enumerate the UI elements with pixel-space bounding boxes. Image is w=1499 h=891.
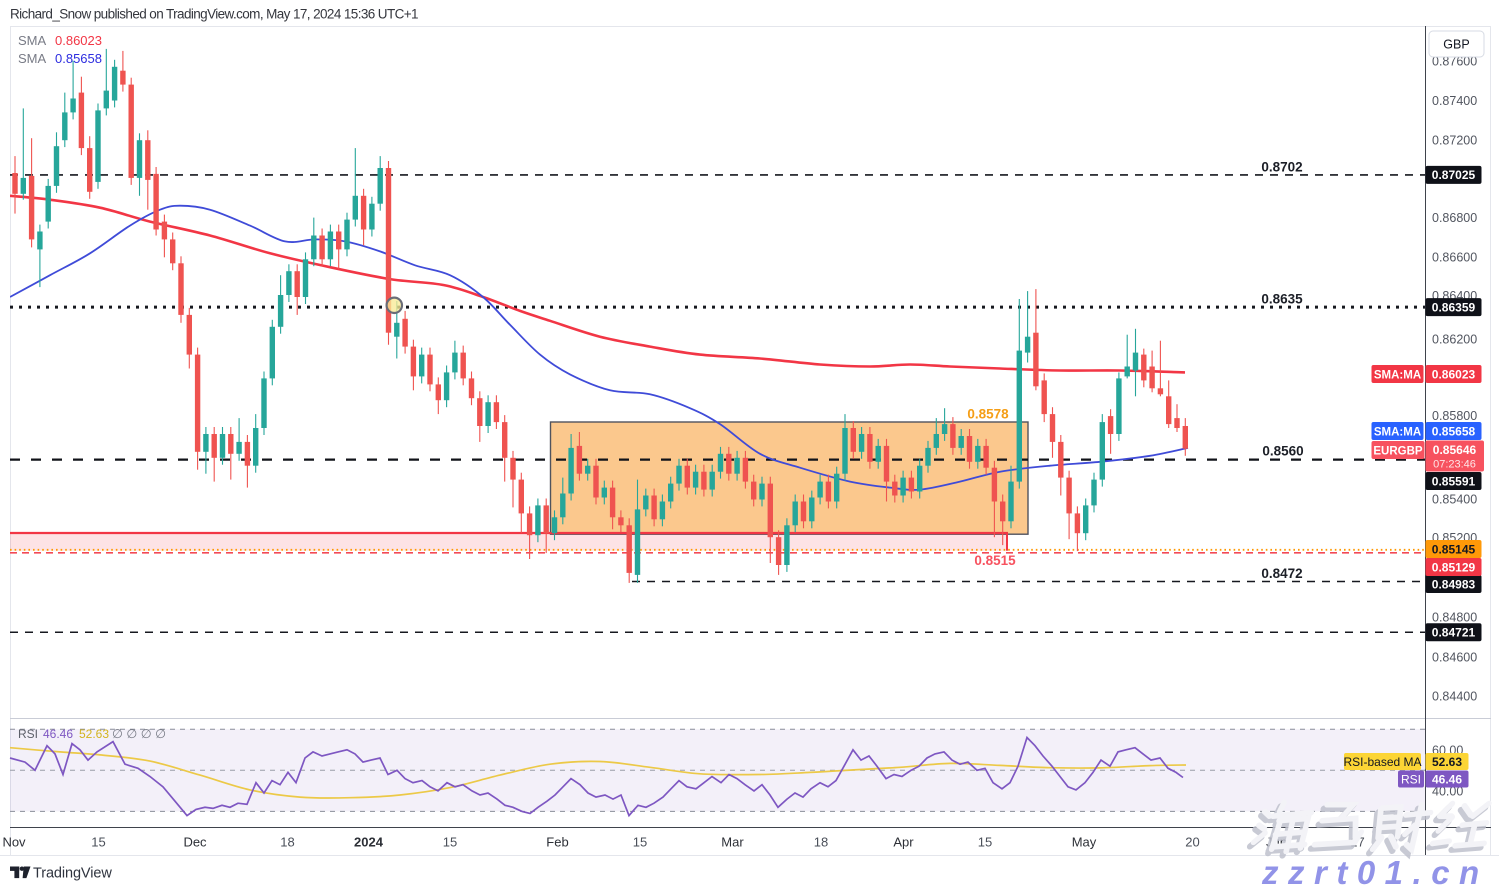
svg-text:0.87400: 0.87400 <box>1432 94 1477 108</box>
svg-text:0.8635: 0.8635 <box>1261 292 1303 307</box>
svg-text:EURGBP: EURGBP <box>1373 445 1423 457</box>
svg-text:Dec: Dec <box>183 835 207 850</box>
svg-text:∅ ∅ ∅ ∅: ∅ ∅ ∅ ∅ <box>112 727 166 741</box>
svg-text:0.85591: 0.85591 <box>1432 474 1476 488</box>
svg-text:40.00: 40.00 <box>1432 784 1463 798</box>
svg-text:RSI-based MA: RSI-based MA <box>1343 755 1421 769</box>
svg-text:0.86600: 0.86600 <box>1432 250 1477 264</box>
svg-text:Feb: Feb <box>546 835 568 850</box>
svg-text:0.87200: 0.87200 <box>1432 133 1477 147</box>
svg-text:0.8560: 0.8560 <box>1262 444 1303 459</box>
svg-text:0.86023: 0.86023 <box>1432 367 1476 381</box>
svg-text:0.8515: 0.8515 <box>974 553 1016 568</box>
svg-text:May: May <box>1072 835 1097 850</box>
svg-text:0.85658: 0.85658 <box>55 51 102 66</box>
svg-text:0.8472: 0.8472 <box>1261 566 1302 581</box>
svg-text:SMA:MA: SMA:MA <box>1374 369 1421 381</box>
svg-text:0.85646: 0.85646 <box>1433 443 1477 457</box>
svg-text:0.86800: 0.86800 <box>1432 211 1477 225</box>
svg-text:Mar: Mar <box>721 835 744 850</box>
svg-text:SMA: SMA <box>18 33 47 48</box>
svg-text:0.85658: 0.85658 <box>1432 424 1476 438</box>
svg-text:0.85400: 0.85400 <box>1432 493 1477 507</box>
svg-text:0.84600: 0.84600 <box>1432 650 1477 664</box>
svg-text:0.85145: 0.85145 <box>1432 542 1476 556</box>
svg-text:GBP: GBP <box>1443 38 1469 52</box>
svg-text:46.46: 46.46 <box>1432 772 1462 786</box>
svg-text:2024: 2024 <box>354 835 384 850</box>
svg-text:15: 15 <box>443 835 457 850</box>
svg-text:52.63: 52.63 <box>79 727 109 741</box>
svg-text:0.84983: 0.84983 <box>1432 577 1476 591</box>
svg-text:0.86023: 0.86023 <box>55 33 102 48</box>
svg-text:0.84800: 0.84800 <box>1432 610 1477 624</box>
svg-text:TradingView: TradingView <box>33 866 112 882</box>
svg-text:Richard_Snow published on Trad: Richard_Snow published on TradingView.co… <box>10 7 418 22</box>
svg-text:0.8578: 0.8578 <box>967 407 1009 422</box>
svg-text:SMA:MA: SMA:MA <box>1374 426 1421 438</box>
svg-text:Apr: Apr <box>893 835 914 850</box>
svg-text:0.85800: 0.85800 <box>1432 409 1477 423</box>
svg-text:15: 15 <box>633 835 647 850</box>
svg-text:0.87025: 0.87025 <box>1432 168 1476 182</box>
svg-text:0.87600: 0.87600 <box>1432 55 1477 69</box>
svg-text:15: 15 <box>978 835 992 850</box>
svg-text:18: 18 <box>280 835 294 850</box>
svg-text:20: 20 <box>1185 835 1199 850</box>
svg-text:SMA: SMA <box>18 51 47 66</box>
svg-text:0.85129: 0.85129 <box>1432 560 1476 574</box>
svg-text:0.86359: 0.86359 <box>1432 300 1476 314</box>
svg-text:zzrt01.cn: zzrt01.cn <box>1261 854 1489 891</box>
svg-text:RSI: RSI <box>18 727 38 741</box>
svg-text:07:23:46: 07:23:46 <box>1433 459 1476 471</box>
svg-text:18: 18 <box>814 835 828 850</box>
svg-text:52.63: 52.63 <box>1432 755 1462 769</box>
svg-text:0.84400: 0.84400 <box>1432 690 1477 704</box>
svg-text:0.86200: 0.86200 <box>1432 332 1477 346</box>
svg-text:0.84721: 0.84721 <box>1432 626 1476 640</box>
svg-text:0.8702: 0.8702 <box>1261 160 1302 175</box>
svg-text:15: 15 <box>91 835 105 850</box>
svg-text:Nov: Nov <box>2 835 26 850</box>
svg-text:RSI: RSI <box>1401 772 1421 786</box>
svg-text:46.46: 46.46 <box>43 727 73 741</box>
